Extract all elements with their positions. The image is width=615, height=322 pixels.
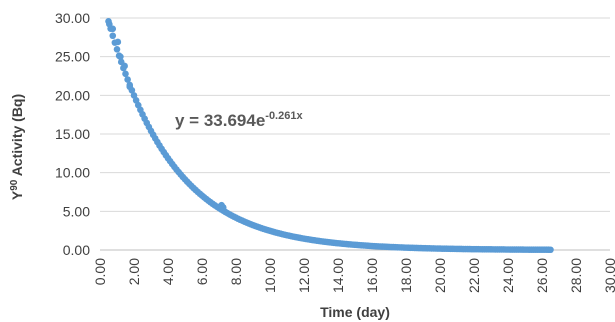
x-tick-label: 26.00 [534, 258, 550, 293]
x-tick-label: 8.00 [228, 258, 244, 285]
y-tick-label: 15.00 [55, 126, 90, 142]
trendline-equation: y = 33.694e-0.261x [175, 110, 303, 130]
x-tick-label: 4.00 [160, 258, 176, 285]
x-tick-label: 16.00 [364, 258, 380, 293]
y-axis-title-text: Activity (Bq) [9, 94, 25, 180]
x-tick-label: 18.00 [398, 258, 414, 293]
y-tick-label: 5.00 [63, 203, 90, 219]
data-point [106, 20, 113, 28]
data-point [130, 92, 138, 99]
x-tick-label: 22.00 [466, 258, 482, 293]
x-axis-ticks: 0.00 2.00 4.00 6.00 8.00 10.00 12.00 14.00 16.00… [92, 258, 615, 293]
y-tick-label: 25.00 [55, 49, 90, 65]
equation-exponent: -0.261x [265, 110, 303, 122]
data-point [113, 45, 121, 53]
data-point [124, 76, 131, 83]
data-series [105, 18, 554, 254]
x-tick-label: 24.00 [500, 258, 516, 293]
x-tick-label: 0.00 [92, 258, 108, 285]
gridlines [100, 17, 610, 251]
x-axis-title: Time (day) [320, 304, 390, 320]
x-tick-label: 12.00 [296, 258, 312, 293]
data-point [121, 62, 128, 70]
data-point [122, 70, 129, 78]
y-tick-label: 30.00 [55, 10, 90, 26]
data-point [109, 32, 117, 40]
data-point [114, 38, 122, 46]
data-point [109, 25, 117, 33]
x-tick-label: 20.00 [432, 258, 448, 293]
data-point [547, 246, 554, 254]
x-tick-label: 28.00 [568, 258, 584, 293]
y-axis-title-superscript: 90 [9, 179, 20, 191]
data-point [219, 204, 227, 211]
x-tick-label: 14.00 [330, 258, 346, 293]
x-tick-label: 10.00 [262, 258, 278, 293]
x-tick-label: 2.00 [126, 258, 142, 285]
x-tick-label: 6.00 [194, 258, 210, 285]
y-tick-label: 20.00 [55, 87, 90, 103]
y-axis-ticks: 0.00 5.00 10.00 15.00 20.00 25.00 30.00 [55, 10, 90, 258]
data-point [126, 83, 134, 91]
y-axis-title: Y90 Activity (Bq) [9, 94, 25, 200]
y-tick-label: 10.00 [55, 165, 90, 181]
equation-base: y = 33.694e [175, 111, 265, 130]
y-axis-title-symbol: Y [9, 190, 25, 200]
x-tick-label: 30.00 [602, 258, 615, 293]
y-tick-label: 0.00 [63, 242, 90, 258]
data-point [117, 53, 124, 60]
